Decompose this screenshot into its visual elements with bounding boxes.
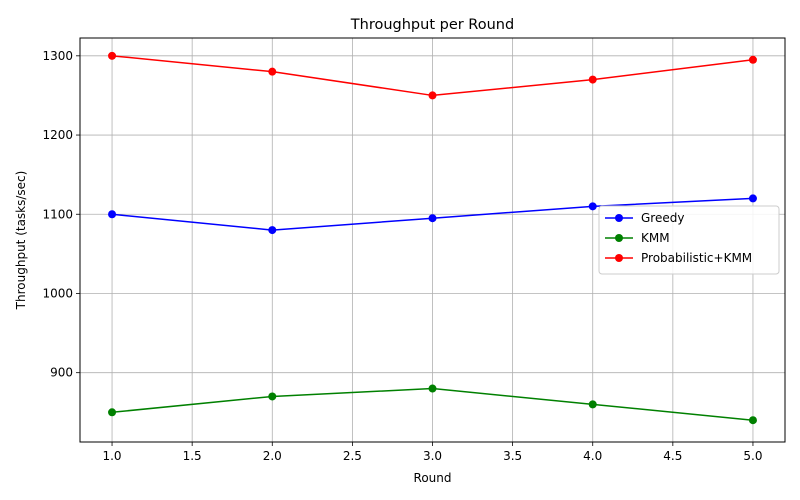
data-point — [588, 400, 597, 409]
x-tick-label: 1.0 — [102, 449, 121, 463]
series-probabilistic-kmm — [108, 51, 757, 100]
legend-item[interactable]: Greedy — [605, 211, 684, 225]
data-point — [748, 416, 757, 425]
y-tick-label: 1300 — [42, 49, 73, 63]
data-point — [108, 408, 117, 417]
data-point — [428, 91, 437, 100]
data-point — [268, 392, 277, 401]
x-tick-label: 4.5 — [663, 449, 682, 463]
y-tick-label: 1100 — [42, 207, 73, 221]
y-tick-label: 1200 — [42, 128, 73, 142]
legend-item[interactable]: KMM — [605, 231, 670, 245]
legend-marker — [615, 254, 623, 262]
data-point — [588, 202, 597, 211]
x-tick-label: 4.0 — [583, 449, 602, 463]
series-greedy — [108, 194, 757, 235]
data-point — [748, 194, 757, 203]
legend-label: Probabilistic+KMM — [641, 251, 752, 265]
y-axis-title: Throughput (tasks/sec) — [14, 171, 28, 311]
y-tick-label: 900 — [50, 366, 73, 380]
x-tick-label: 2.0 — [263, 449, 282, 463]
chart-title: Throughput per Round — [350, 17, 514, 33]
series-kmm — [108, 384, 757, 425]
series-layer — [108, 51, 757, 425]
x-tick-label: 5.0 — [743, 449, 762, 463]
legend-box — [598, 205, 780, 275]
data-point — [428, 214, 437, 223]
legend-label: KMM — [641, 231, 670, 245]
x-tick-label: 1.5 — [183, 449, 202, 463]
legend-marker — [615, 234, 623, 242]
legend[interactable]: Greedy KMM Probabilistic+KMM — [598, 205, 780, 275]
data-point — [748, 55, 757, 64]
axis-ticks: 1.0 1.5 2.0 2.5 3.0 3.5 4.0 4.5 5.0 900 1000 1100 12… — [42, 49, 762, 463]
data-point — [428, 384, 437, 393]
data-point — [108, 210, 117, 219]
data-point — [268, 226, 277, 235]
data-point — [588, 75, 597, 84]
legend-label: Greedy — [641, 211, 684, 225]
x-tick-label: 3.0 — [423, 449, 442, 463]
data-point — [108, 51, 117, 60]
grid-lines — [80, 38, 785, 442]
x-tick-label: 3.5 — [503, 449, 522, 463]
data-point — [268, 67, 277, 76]
x-axis-title: Round — [414, 471, 452, 485]
y-tick-label: 1000 — [42, 286, 73, 300]
legend-item[interactable]: Probabilistic+KMM — [605, 251, 752, 265]
legend-marker — [615, 214, 623, 222]
x-tick-label: 2.5 — [343, 449, 362, 463]
